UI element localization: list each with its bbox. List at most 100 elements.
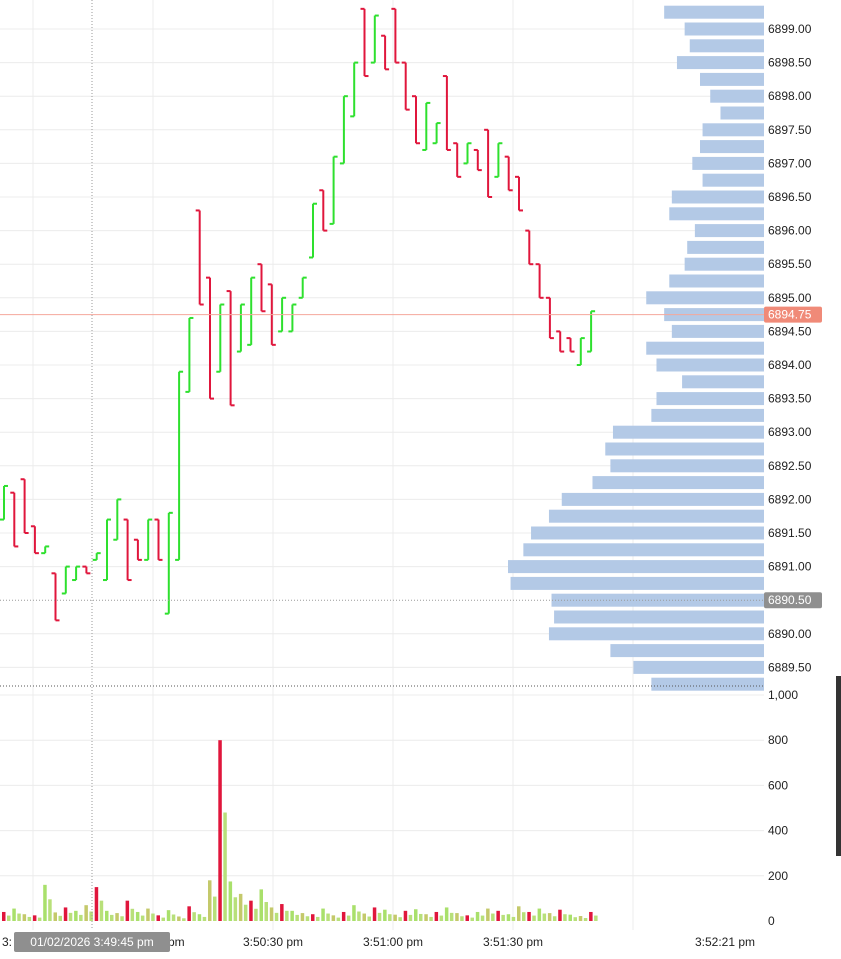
volume-bar bbox=[135, 911, 140, 921]
profile-bar bbox=[531, 526, 764, 540]
price-tick-label: 6891.50 bbox=[768, 526, 812, 540]
profile-bar bbox=[700, 72, 764, 86]
volume-bar bbox=[568, 914, 572, 921]
volume-bar bbox=[295, 914, 299, 921]
price-tick-label: 6892.00 bbox=[768, 492, 812, 506]
volume-bar bbox=[228, 881, 233, 921]
volume-bar bbox=[17, 913, 21, 921]
volume-bar bbox=[125, 900, 130, 921]
price-tick-label: 6891.00 bbox=[768, 560, 812, 574]
profile-bar bbox=[554, 610, 764, 624]
price-bars bbox=[0, 7, 596, 622]
volume-bar bbox=[552, 916, 557, 921]
volume-tick-label: 200 bbox=[768, 869, 788, 883]
profile-bar bbox=[720, 106, 764, 120]
volume-bar bbox=[439, 915, 444, 921]
volume-bar bbox=[274, 912, 279, 921]
price-tick-label: 6892.50 bbox=[768, 459, 812, 473]
volume-bar bbox=[192, 912, 196, 921]
volume-bar bbox=[99, 900, 104, 921]
cursor-time-tag-label: 01/02/2026 3:49:45 pm bbox=[30, 935, 153, 949]
price-tick-label: 6898.50 bbox=[768, 56, 812, 70]
volume-bar bbox=[120, 916, 124, 921]
profile-bar bbox=[682, 375, 764, 389]
profile-bar bbox=[592, 476, 764, 490]
last-price-tag bbox=[764, 306, 822, 323]
volume-bar bbox=[182, 918, 186, 921]
volume-bar bbox=[243, 904, 248, 921]
volume-bar bbox=[449, 912, 454, 921]
volume-tick-label: 600 bbox=[768, 778, 788, 792]
volume-bar bbox=[43, 884, 47, 921]
volume-bar bbox=[558, 909, 562, 921]
profile-bar bbox=[656, 392, 764, 406]
volume-bar bbox=[393, 914, 397, 921]
cursor-time-tag bbox=[14, 932, 170, 952]
volume-bar bbox=[7, 915, 11, 921]
profile-bar bbox=[671, 324, 764, 338]
profile-bar bbox=[664, 5, 764, 19]
volume-bar bbox=[146, 908, 150, 921]
volume-bar bbox=[578, 916, 583, 921]
volume-bar bbox=[398, 917, 402, 921]
volume-bar bbox=[491, 913, 495, 921]
price-tick-label: 6890.00 bbox=[768, 627, 812, 641]
time-tick-label: 3:51:00 pm bbox=[363, 935, 423, 949]
volume-bar bbox=[527, 911, 531, 921]
profile-bar bbox=[646, 291, 764, 305]
axes: 6899.00 6898.50 6898.00 6897.50 6897.00 6896.… bbox=[2, 22, 841, 952]
volume-bar bbox=[511, 916, 516, 921]
volume-bar bbox=[259, 889, 263, 921]
volume-bar bbox=[254, 908, 258, 921]
volume-bar bbox=[346, 915, 351, 921]
volume-bar bbox=[213, 896, 217, 921]
profile-bar bbox=[646, 341, 764, 355]
volume-bar bbox=[249, 900, 253, 921]
profile-bar bbox=[669, 207, 764, 221]
volume-bar bbox=[537, 908, 542, 921]
volume-bar bbox=[63, 907, 68, 921]
volume-bar bbox=[48, 899, 52, 921]
profile-bar bbox=[687, 240, 764, 254]
volume-bar bbox=[573, 917, 577, 921]
volume-bar bbox=[161, 917, 165, 921]
volume-bar bbox=[532, 915, 536, 921]
profile-bar bbox=[612, 425, 764, 439]
profile-bar bbox=[702, 123, 764, 137]
volume-bar bbox=[166, 910, 171, 921]
profile-bar bbox=[633, 660, 764, 674]
last-price-tag-label: 6894.75 bbox=[768, 308, 812, 322]
profile-bar bbox=[605, 442, 764, 456]
volume-bar bbox=[94, 887, 99, 921]
price-tick-label: 6896.00 bbox=[768, 224, 812, 238]
volume-bar bbox=[419, 913, 423, 921]
profile-bar bbox=[656, 358, 764, 372]
time-tick-label-partial: pm bbox=[168, 935, 185, 949]
volume-bar bbox=[202, 916, 207, 921]
volume-bar bbox=[408, 914, 413, 921]
volume-bar bbox=[336, 917, 341, 921]
volume-tick-label: 400 bbox=[768, 824, 788, 838]
volume-bar bbox=[110, 914, 114, 921]
volume-bar bbox=[105, 910, 109, 921]
price-tick-label: 6897.50 bbox=[768, 123, 812, 137]
profile-bar bbox=[548, 627, 764, 641]
volume-bar bbox=[264, 902, 268, 921]
volume-bar bbox=[290, 910, 294, 921]
volume-bar bbox=[84, 905, 88, 921]
overlay-lines bbox=[0, 0, 764, 930]
volume-bar bbox=[151, 913, 155, 921]
volume-bar bbox=[37, 917, 42, 921]
volume-bar bbox=[414, 909, 418, 921]
volume-bar bbox=[455, 913, 459, 921]
profile-bar bbox=[710, 89, 764, 103]
profile-bar bbox=[694, 224, 764, 238]
volume-bar bbox=[403, 910, 408, 921]
price-tick-label: 6895.50 bbox=[768, 257, 812, 271]
volume-bar bbox=[480, 915, 485, 921]
profile-bar bbox=[684, 257, 764, 271]
volume-bar bbox=[223, 812, 227, 921]
volume-tick-label: 1,000 bbox=[768, 688, 798, 702]
